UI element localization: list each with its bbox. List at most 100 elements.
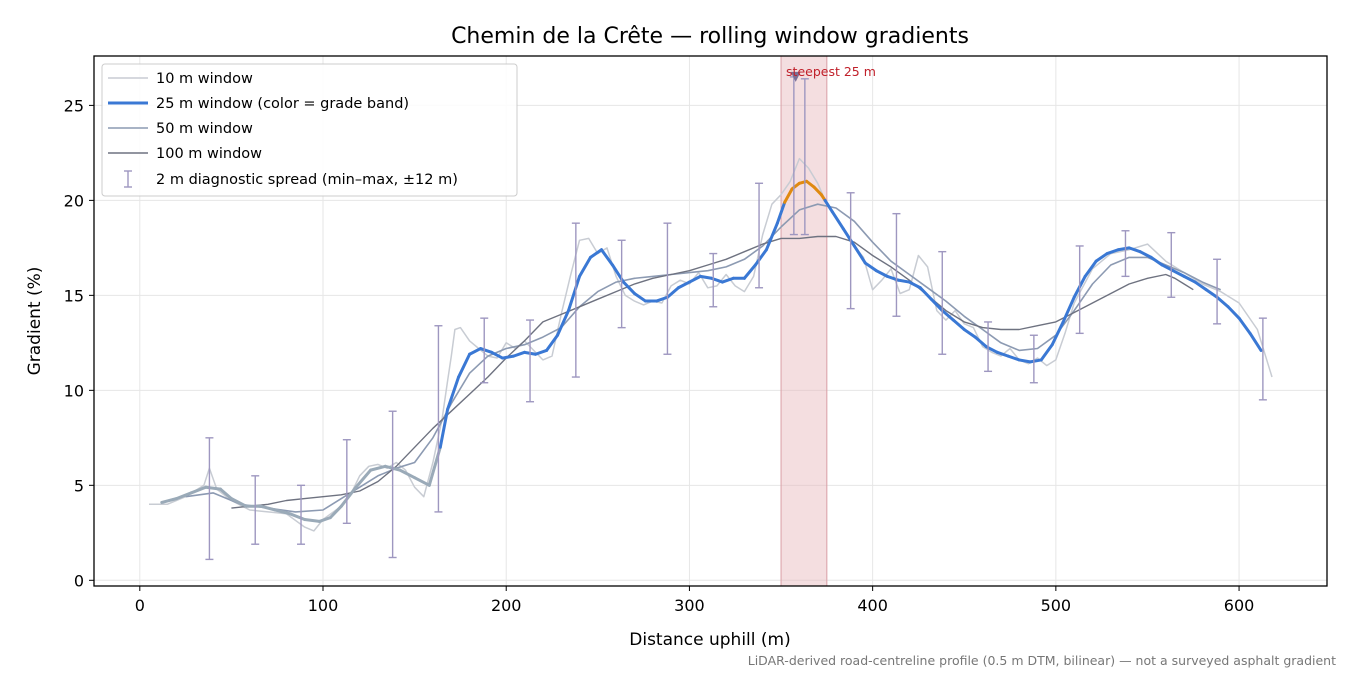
errorbar (342, 439, 351, 525)
series-segment-25m (468, 347, 483, 356)
series-segment-25m (413, 476, 431, 487)
series-segment-25m (556, 309, 571, 337)
series-segment-25m (288, 512, 307, 522)
series-segment-25m (1138, 250, 1153, 259)
errorbar (480, 317, 489, 384)
series-segment-25m (1017, 358, 1032, 364)
series-segment-25m (501, 354, 516, 360)
plot-frame (93, 55, 1328, 587)
errorbar (984, 321, 993, 373)
series-segment-25m (490, 350, 505, 360)
series-segment-25m (1182, 274, 1197, 284)
series-segment-25m (940, 309, 955, 322)
errorbar (251, 475, 260, 545)
errorbars (205, 76, 1267, 561)
series-segment-25m (1116, 246, 1131, 252)
series-segment-25m (1226, 305, 1241, 320)
x-tick-label: 500 (1041, 596, 1072, 615)
series-segment-25m (1204, 288, 1219, 299)
series-segment-25m (823, 198, 834, 214)
y-tick-label: 15 (64, 286, 84, 305)
series-segment-25m (775, 200, 787, 225)
y-tick-label: 25 (64, 96, 84, 115)
series-segment-25m (632, 291, 647, 303)
series-segment-25m (962, 328, 977, 339)
series-segment-25m (303, 518, 321, 523)
series-segment-25m (1171, 269, 1186, 278)
series-line-50m (185, 203, 1222, 513)
series-segment-25m (973, 335, 988, 349)
series-segment-25m (599, 248, 614, 267)
highlight-band (780, 55, 828, 587)
legend-label-50m: 50 m window (156, 121, 253, 137)
errorbar (709, 252, 718, 308)
series-segment-25m (189, 485, 208, 495)
errorbar (846, 192, 855, 310)
series-segment-25m (852, 244, 867, 265)
errorbar (1213, 258, 1222, 325)
series-segment-25m (446, 375, 461, 411)
series-segment-25m (578, 255, 592, 278)
series-segment-25m (841, 227, 856, 248)
series-segment-25m (1248, 331, 1263, 352)
axis-ticks: 0 100 200 300 400 500 600 0 5 10 15 20 25 (64, 96, 1255, 615)
x-tick-label: 200 (491, 596, 522, 615)
series-segment-25m (512, 350, 527, 358)
series-segment-25m (687, 274, 702, 284)
legend: 10 m window 25 m window (color = grade b… (101, 63, 518, 197)
steepest-marker-layer: steepest 25 m (786, 64, 876, 82)
legend-box (101, 63, 518, 197)
errorbar (434, 325, 443, 513)
series-segment-25m (698, 274, 713, 280)
grid (94, 56, 1327, 586)
series-segment-25m (753, 248, 768, 267)
errorbar (205, 437, 214, 561)
series-segment-25m (1149, 255, 1164, 267)
series-segment-25m (273, 508, 292, 516)
y-tick-label: 10 (64, 381, 84, 400)
chart-title: Chemin de la Crête — rolling window grad… (451, 24, 969, 49)
series-lines (149, 157, 1273, 532)
errorbar (1029, 334, 1038, 384)
errorbar (571, 222, 580, 378)
errorbar (1075, 245, 1084, 335)
steepest-annotation: steepest 25 m (786, 64, 876, 79)
x-tick-label: 600 (1224, 596, 1255, 615)
series-segment-25m (545, 333, 560, 352)
footnote: LiDAR-derived road-centreline profile (0… (748, 653, 1336, 668)
series-segment-25m (369, 464, 387, 472)
x-tick-label: 300 (674, 596, 705, 615)
series-segment-25m (174, 491, 193, 501)
legend-label-errorbar: 2 m diagnostic spread (min–max, ±12 m) (156, 172, 458, 188)
legend-label-100m: 100 m window (156, 146, 262, 162)
series-segment-25m (567, 274, 582, 313)
series-segment-25m (1127, 246, 1142, 254)
series-segment-25m (1237, 316, 1252, 335)
series-segment-25m (951, 318, 966, 332)
series-line-100m (231, 235, 1194, 509)
series-segment-25m (907, 280, 922, 290)
x-tick-label: 100 (308, 596, 339, 615)
series-segment-25m (1006, 354, 1021, 362)
series-segment-25m (764, 221, 779, 252)
series-segment-25m (457, 352, 472, 379)
series-segment-25m (896, 278, 911, 284)
x-tick-label: 400 (857, 596, 888, 615)
series-line-10m (149, 157, 1273, 532)
errorbar (892, 212, 901, 317)
errorbar (617, 239, 626, 329)
y-tick-label: 20 (64, 191, 84, 210)
series-segment-25m (1050, 320, 1065, 347)
series-segment-25m (1193, 280, 1208, 292)
series-segment-25m (1039, 343, 1054, 362)
legend-swatch-errorbar (124, 170, 132, 188)
series-segment-25m (654, 295, 669, 303)
series-segment-25m (204, 485, 222, 491)
series-segment-25m (812, 185, 823, 197)
series-segment-25m (720, 276, 735, 284)
errorbar (526, 319, 535, 403)
legend-label-10m: 10 m window (156, 71, 253, 87)
series-segment-25m (328, 504, 343, 520)
errorbar (1258, 317, 1267, 401)
